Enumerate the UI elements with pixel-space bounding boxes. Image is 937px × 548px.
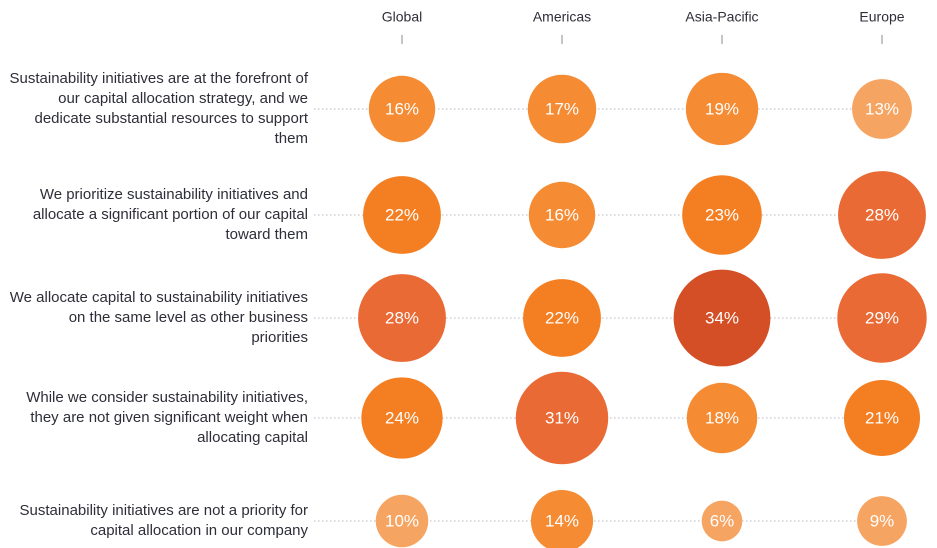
column-header: Europe — [859, 9, 904, 25]
bubble-label: 17% — [545, 99, 579, 118]
bubble-label: 6% — [710, 511, 735, 530]
row-label: We prioritize sustainability initiatives… — [32, 186, 308, 243]
bubble — [837, 273, 927, 363]
bubble-label: 10% — [385, 511, 419, 530]
bubble-label: 9% — [870, 511, 895, 530]
bubble — [368, 75, 436, 143]
bubble-label: 19% — [705, 99, 739, 118]
bubble — [857, 496, 907, 546]
bubble-label: 21% — [865, 408, 899, 427]
bubble-label: 34% — [705, 308, 739, 327]
bubble — [852, 79, 912, 139]
bubble-label: 22% — [545, 308, 579, 327]
bubble — [527, 74, 597, 144]
bubble — [515, 371, 609, 465]
bubble-label: 29% — [865, 308, 899, 327]
bubble — [530, 489, 594, 548]
column-header: Americas — [533, 9, 591, 25]
row-label: Sustainability initiatives are at the fo… — [9, 70, 309, 147]
bubble-label: 13% — [865, 99, 899, 118]
bubble-label: 14% — [545, 511, 579, 530]
bubble — [682, 175, 762, 255]
bubble-label: 16% — [385, 99, 419, 118]
bubble — [528, 181, 596, 249]
bubble-label: 28% — [865, 205, 899, 224]
bubble-label: 31% — [545, 408, 579, 427]
bubble — [838, 171, 926, 259]
bubble — [358, 274, 446, 362]
column-header: Asia-Pacific — [685, 9, 758, 25]
bubble — [363, 176, 441, 254]
column-header: Global — [382, 9, 422, 25]
bubble-label: 18% — [705, 408, 739, 427]
bubble — [375, 494, 429, 548]
row-label: While we consider sustainability initiat… — [26, 389, 308, 446]
bubble — [843, 379, 921, 457]
bubble — [673, 269, 771, 367]
bubble — [523, 279, 601, 357]
row-label: Sustainability initiatives are not a pri… — [19, 502, 308, 539]
bubble-label: 22% — [385, 205, 419, 224]
bubble — [361, 377, 443, 459]
bubble — [685, 72, 759, 146]
bubble — [701, 500, 743, 542]
bubble-label: 24% — [385, 408, 419, 427]
bubble — [686, 382, 758, 454]
bubble-label: 16% — [545, 205, 579, 224]
row-label: We allocate capital to sustainability in… — [9, 289, 308, 346]
bubble-label: 23% — [705, 205, 739, 224]
bubble-label: 28% — [385, 308, 419, 327]
